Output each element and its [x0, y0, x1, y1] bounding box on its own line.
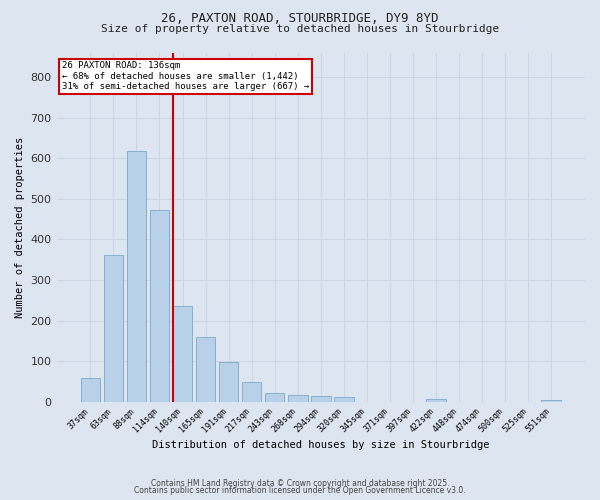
Text: Size of property relative to detached houses in Stourbridge: Size of property relative to detached ho…	[101, 24, 499, 34]
Bar	[104, 255, 123, 402]
Bar	[426, 399, 446, 402]
Bar	[334, 397, 353, 402]
Bar	[127, 152, 146, 402]
X-axis label: Distribution of detached houses by size in Stourbridge: Distribution of detached houses by size …	[152, 440, 490, 450]
Bar	[173, 306, 193, 402]
Y-axis label: Number of detached properties: Number of detached properties	[15, 136, 25, 318]
Bar	[288, 394, 308, 402]
Text: 26 PAXTON ROAD: 136sqm
← 68% of detached houses are smaller (1,442)
31% of semi-: 26 PAXTON ROAD: 136sqm ← 68% of detached…	[62, 61, 309, 91]
Text: 26, PAXTON ROAD, STOURBRIDGE, DY9 8YD: 26, PAXTON ROAD, STOURBRIDGE, DY9 8YD	[161, 12, 439, 26]
Text: Contains public sector information licensed under the Open Government Licence v3: Contains public sector information licen…	[134, 486, 466, 495]
Bar	[219, 362, 238, 402]
Bar	[149, 210, 169, 402]
Bar	[196, 337, 215, 402]
Bar	[80, 378, 100, 402]
Bar	[311, 396, 331, 402]
Bar	[242, 382, 262, 402]
Bar	[541, 400, 561, 402]
Text: Contains HM Land Registry data © Crown copyright and database right 2025.: Contains HM Land Registry data © Crown c…	[151, 478, 449, 488]
Bar	[265, 393, 284, 402]
